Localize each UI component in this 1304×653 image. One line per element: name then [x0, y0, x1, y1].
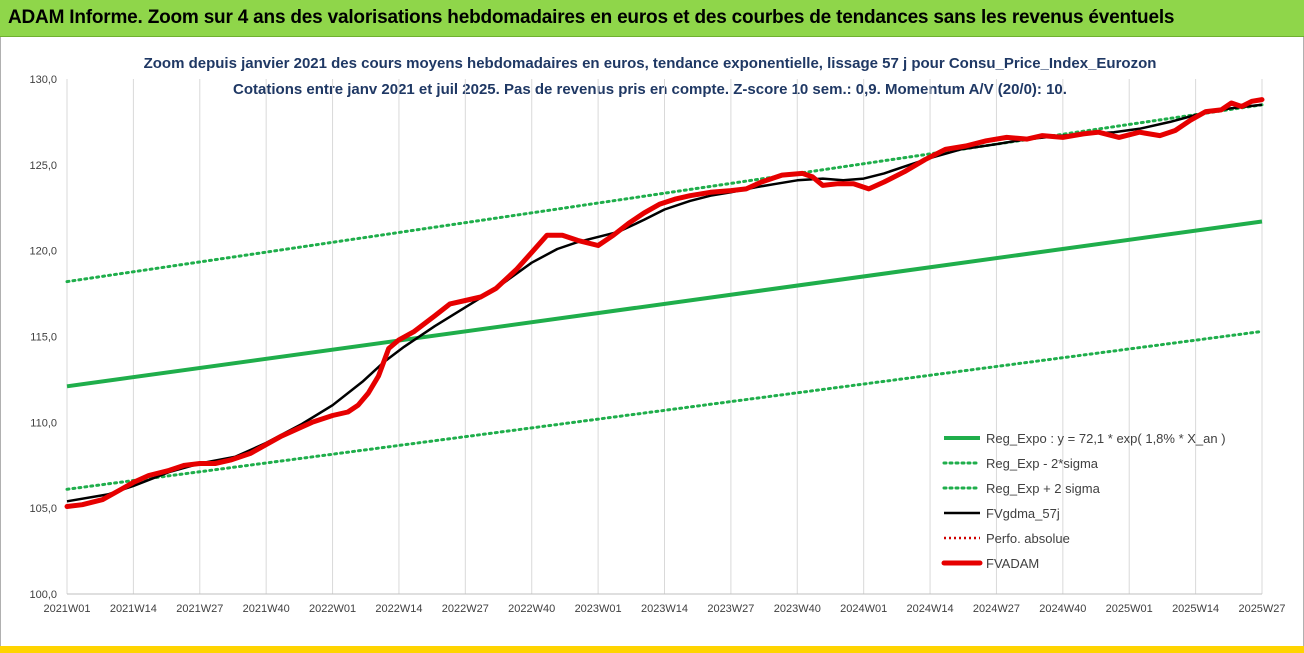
x-tick-label: 2022W27 — [442, 603, 489, 615]
x-tick-label: 2022W01 — [309, 603, 356, 615]
x-tick-label: 2024W01 — [840, 603, 887, 615]
legend: Reg_Expo : y = 72,1 * exp( 1,8% * X_an )… — [941, 431, 1226, 571]
series-line-2 — [65, 103, 1264, 284]
chart-title: Zoom depuis janvier 2021 des cours moyen… — [144, 55, 1157, 72]
y-tick-label: 125,0 — [29, 160, 57, 172]
x-tick-label: 2023W27 — [707, 603, 754, 615]
x-tick-label: 2023W14 — [641, 603, 688, 615]
legend-label: Reg_Expo : y = 72,1 * exp( 1,8% * X_an ) — [986, 431, 1226, 446]
legend-label: FVADAM — [986, 556, 1039, 571]
y-tick-label: 110,0 — [30, 417, 57, 429]
y-tick-label: 130,0 — [29, 74, 57, 86]
x-tick-label: 2023W40 — [774, 603, 821, 615]
legend-label: FVgdma_57j — [986, 506, 1060, 521]
x-tick-label: 2023W01 — [575, 603, 622, 615]
legend-label: Reg_Exp + 2 sigma — [986, 481, 1101, 496]
legend-label: Perfo. absolue — [986, 531, 1070, 546]
x-tick-label: 2022W14 — [375, 603, 422, 615]
series-line-1 — [65, 329, 1264, 491]
x-tick-label: 2025W14 — [1172, 603, 1219, 615]
footer-band — [0, 646, 1304, 653]
series-lines — [64, 97, 1265, 509]
x-tick-label: 2022W40 — [508, 603, 555, 615]
x-tick-label: 2024W14 — [907, 603, 954, 615]
axis-ticks: 2021W01 2021W14 2021W27 2021W40 2022W01 2022W… — [29, 74, 1285, 615]
chart-subtitle: Cotations entre janv 2021 et juil 2025. … — [233, 81, 1067, 98]
x-tick-label: 2021W14 — [110, 603, 157, 615]
y-tick-label: 100,0 — [29, 589, 57, 601]
legend-label: Reg_Exp - 2*sigma — [986, 456, 1099, 471]
x-tick-label: 2024W27 — [973, 603, 1020, 615]
x-tick-label: 2025W27 — [1238, 603, 1285, 615]
x-tick-label: 2021W01 — [43, 603, 90, 615]
y-tick-label: 120,0 — [29, 246, 57, 258]
x-tick-label: 2021W40 — [243, 603, 290, 615]
header-bar: ADAM Informe. Zoom sur 4 ans des valoris… — [0, 0, 1304, 37]
gridlines — [66, 79, 1263, 595]
x-tick-label: 2024W40 — [1039, 603, 1086, 615]
series-line-0 — [66, 219, 1263, 389]
series-line-5 — [64, 97, 1265, 509]
x-tick-label: 2025W01 — [1106, 603, 1153, 615]
x-tick-label: 2021W27 — [176, 603, 223, 615]
page-title: ADAM Informe. Zoom sur 4 ans des valoris… — [8, 7, 1175, 28]
y-tick-label: 105,0 — [29, 503, 57, 515]
y-tick-label: 115,0 — [30, 332, 57, 344]
